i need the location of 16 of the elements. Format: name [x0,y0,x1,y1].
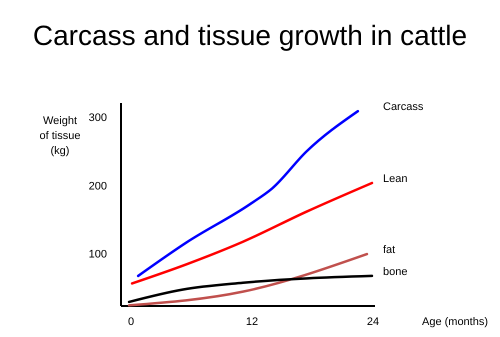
series-label: Lean [383,172,408,185]
series-label: fat [383,244,396,256]
series-label: bone [383,266,408,278]
x-axis-title: Age (months) [422,316,488,328]
x-tick-label: 0 [128,316,134,328]
y-tick-label: 300 [88,112,107,124]
text: Carcass [383,101,424,114]
line-series [128,274,374,304]
x-tick-label: 24 [366,316,380,328]
y-axis-title: Weight of tissue (kg) [40,115,80,157]
line-series [136,110,360,278]
line-series [130,182,374,285]
x-tick-label: 12 [246,316,258,328]
y-tick-label: 100 [88,248,107,261]
y-tick-label: 200 [88,180,107,192]
chart-title: Carcass and tissue growth in cattle [32,20,468,51]
